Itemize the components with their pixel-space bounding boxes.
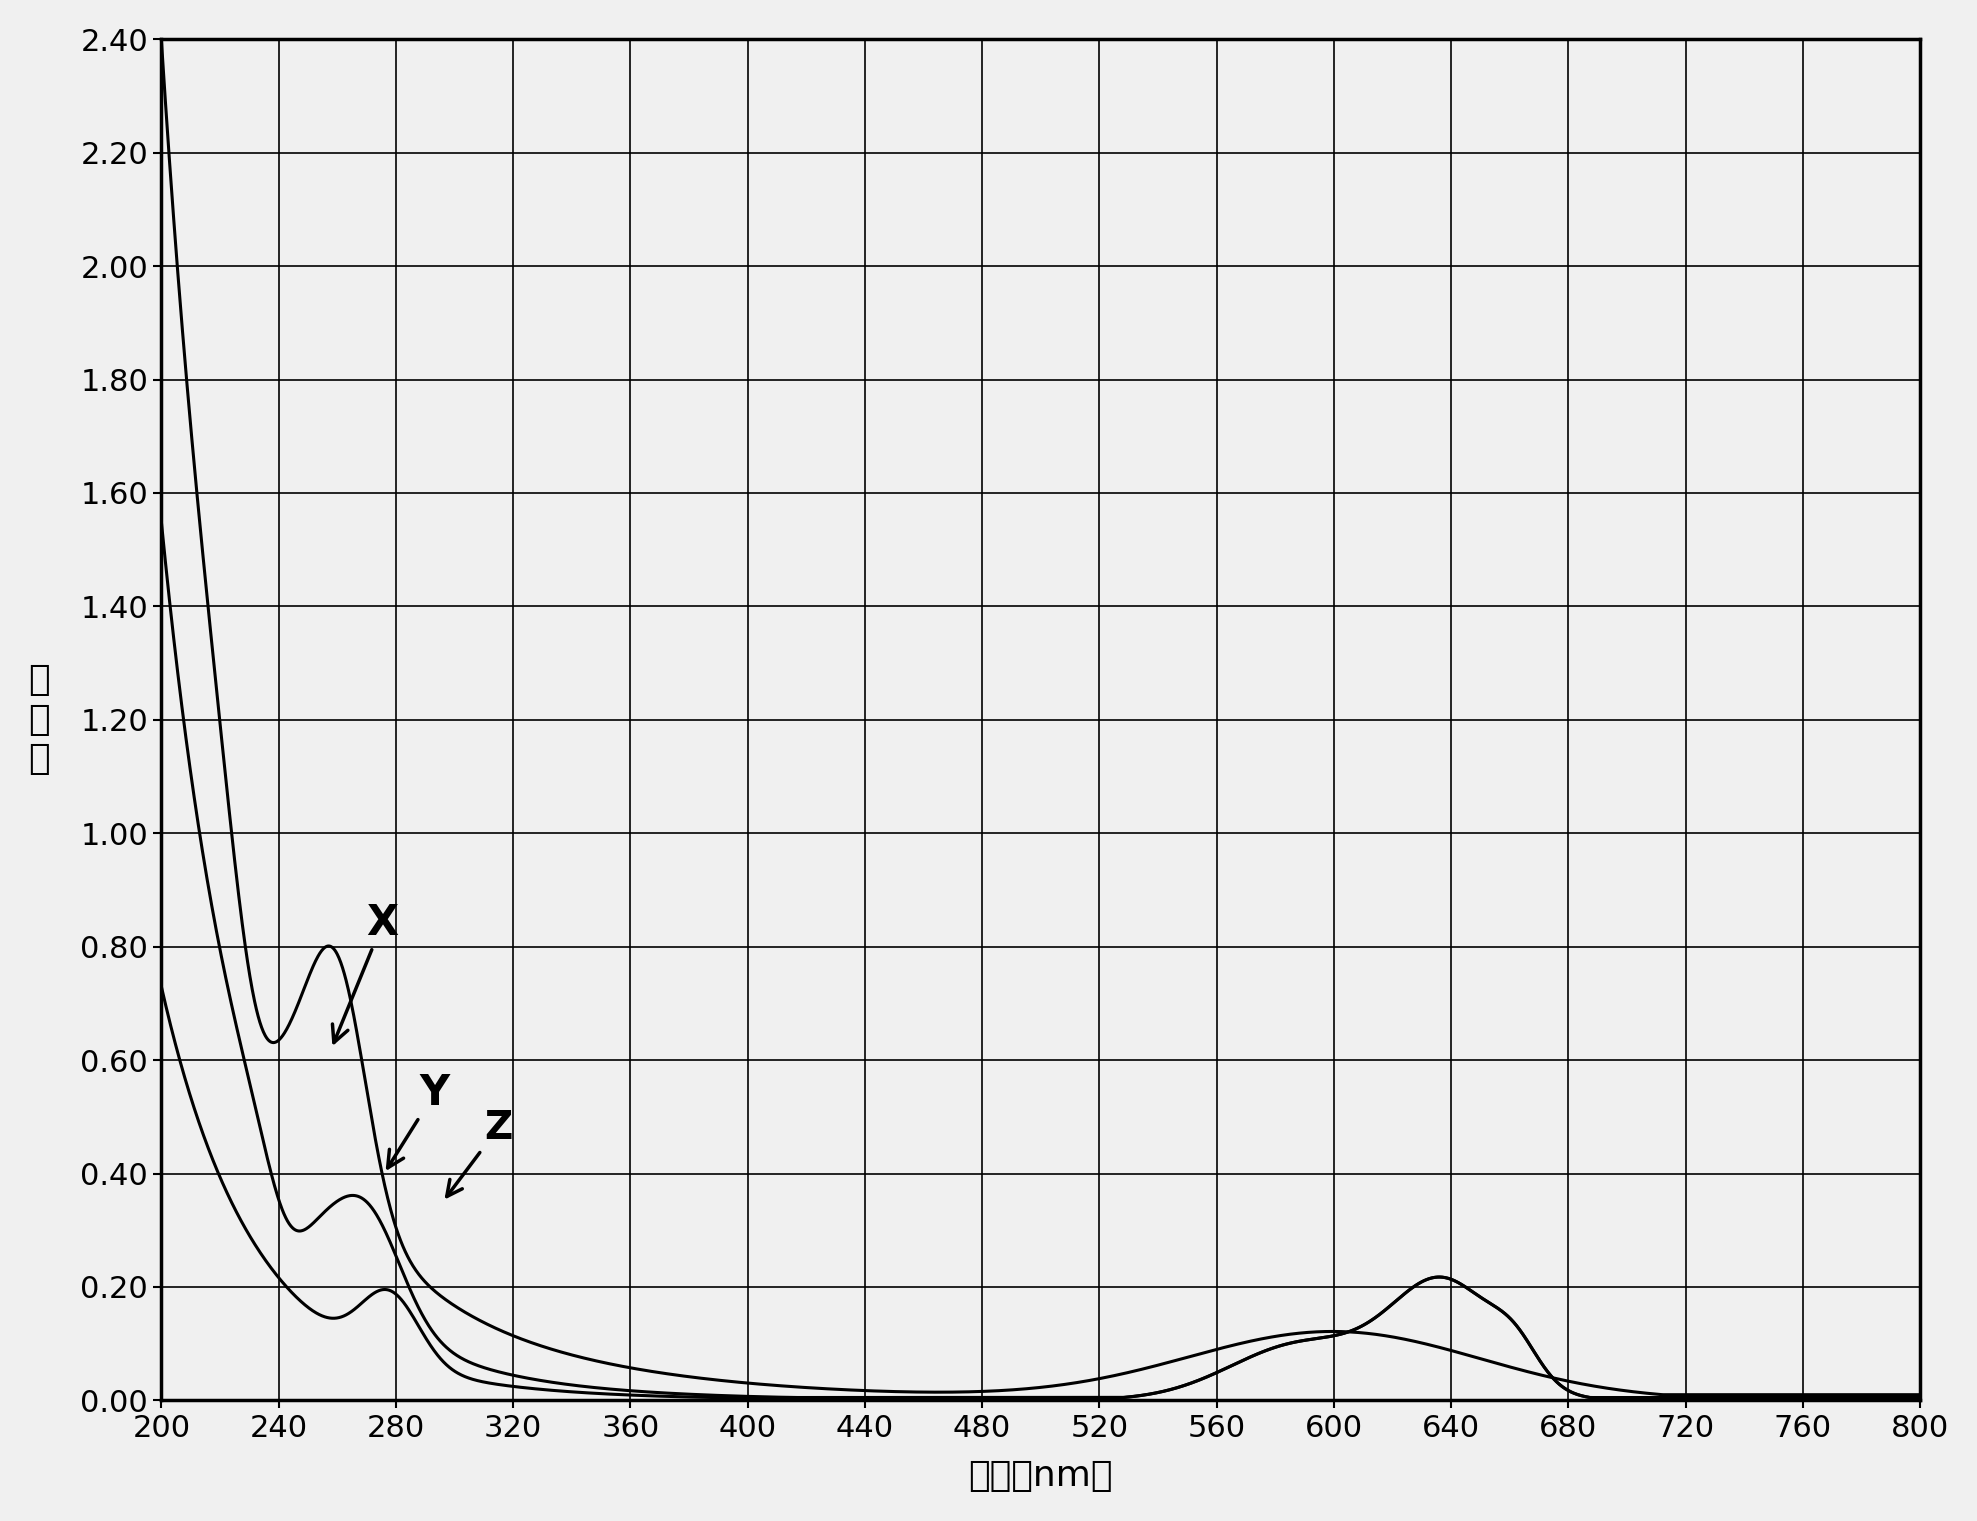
Text: Y: Y bbox=[387, 1072, 449, 1168]
Y-axis label: 吸
光
度: 吸 光 度 bbox=[28, 663, 49, 776]
X-axis label: 波长（nm）: 波长（nm） bbox=[969, 1459, 1113, 1494]
Text: X: X bbox=[332, 902, 399, 1042]
Text: Z: Z bbox=[447, 1109, 512, 1197]
